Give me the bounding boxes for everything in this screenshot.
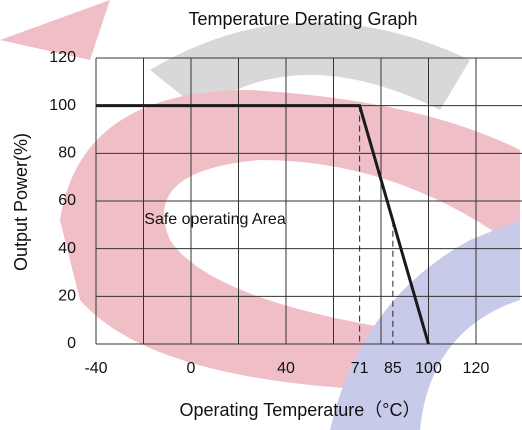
y-tick-label: 100	[49, 97, 76, 114]
y-tick-label: 40	[58, 240, 76, 257]
x-tick-label: 120	[463, 360, 490, 377]
y-tick-label: 80	[58, 145, 76, 162]
y-tick-label: 60	[58, 192, 76, 209]
y-tick-label: 0	[67, 335, 76, 352]
x-tick-label: 71	[351, 360, 369, 377]
x-tick-label: 0	[187, 360, 196, 377]
chart-title: Temperature Derating Graph	[188, 9, 417, 29]
x-tick-label: -40	[84, 360, 107, 377]
x-tick-label: 85	[384, 360, 402, 377]
x-tick-label: 40	[277, 360, 295, 377]
x-axis-label: Operating Temperature（°C）	[180, 400, 421, 420]
x-tick-label: 100	[415, 360, 442, 377]
annotation: Safe operating Area	[144, 211, 286, 228]
line	[96, 104, 430, 345]
y-tick-label: 20	[58, 288, 76, 305]
y-tick-label: 120	[49, 49, 76, 66]
y-axis-label: Output Power(%)	[11, 133, 31, 271]
